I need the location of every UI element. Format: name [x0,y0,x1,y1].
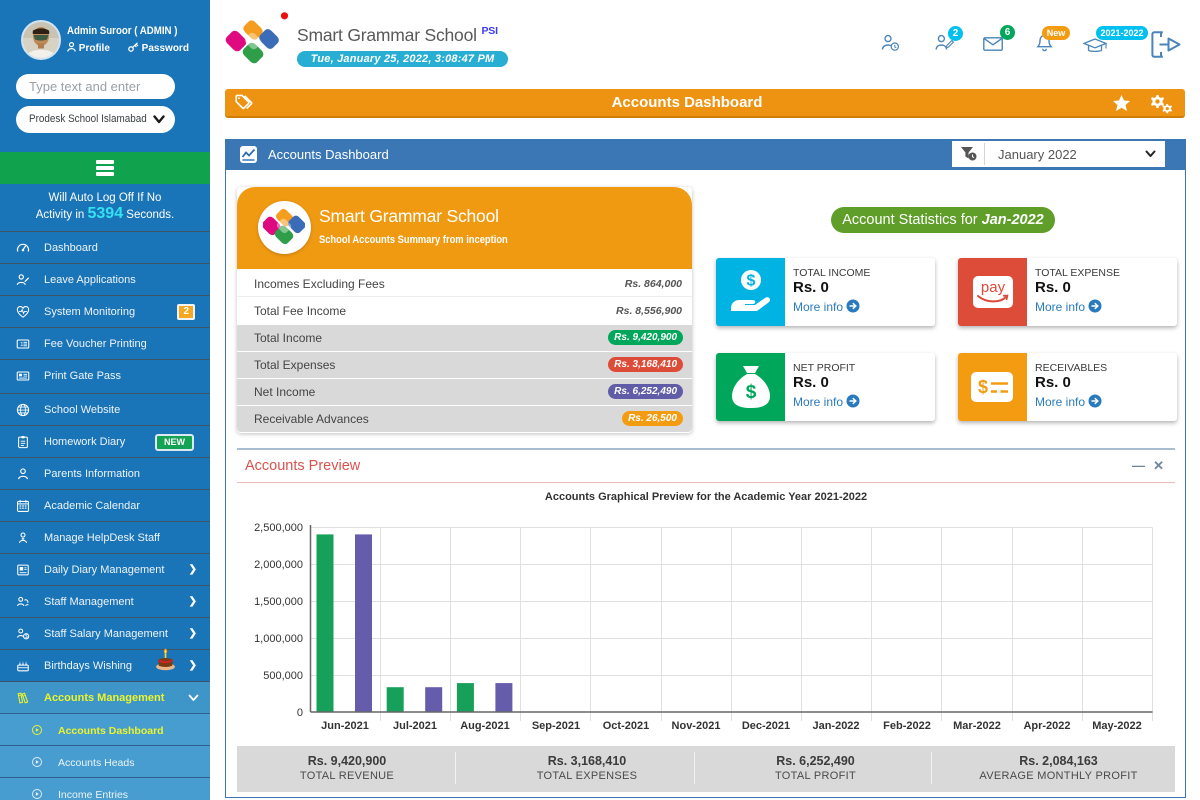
svg-text:500,000: 500,000 [263,670,303,682]
svg-text:0: 0 [297,707,303,719]
svg-text:$: $ [25,634,28,640]
svg-text:$: $ [746,382,757,403]
svg-text:Nov-2021: Nov-2021 [672,720,721,732]
svg-text:Apr-2022: Apr-2022 [1023,720,1070,732]
svg-text:Sep-2021: Sep-2021 [532,720,580,732]
svg-text:Jan-2022: Jan-2022 [812,720,859,732]
svg-text:$: $ [747,273,756,290]
svg-text:1,000,000: 1,000,000 [254,633,303,645]
svg-text:Oct-2021: Oct-2021 [603,720,649,732]
svg-text:Jul-2021: Jul-2021 [393,720,437,732]
svg-text:pay: pay [981,279,1006,296]
svg-text:Aug-2021: Aug-2021 [460,720,510,732]
svg-text:$: $ [978,377,988,397]
svg-text:Dec-2021: Dec-2021 [742,720,790,732]
svg-text:1,500,000: 1,500,000 [254,596,303,608]
svg-text:Mar-2022: Mar-2022 [953,720,1001,732]
svg-text:Jun-2021: Jun-2021 [321,720,369,732]
svg-text:2,000,000: 2,000,000 [254,559,303,571]
svg-text:2,500,000: 2,500,000 [254,522,303,534]
svg-text:Feb-2022: Feb-2022 [883,720,931,732]
svg-text:1: 1 [20,342,23,348]
svg-text:May-2022: May-2022 [1092,720,1142,732]
